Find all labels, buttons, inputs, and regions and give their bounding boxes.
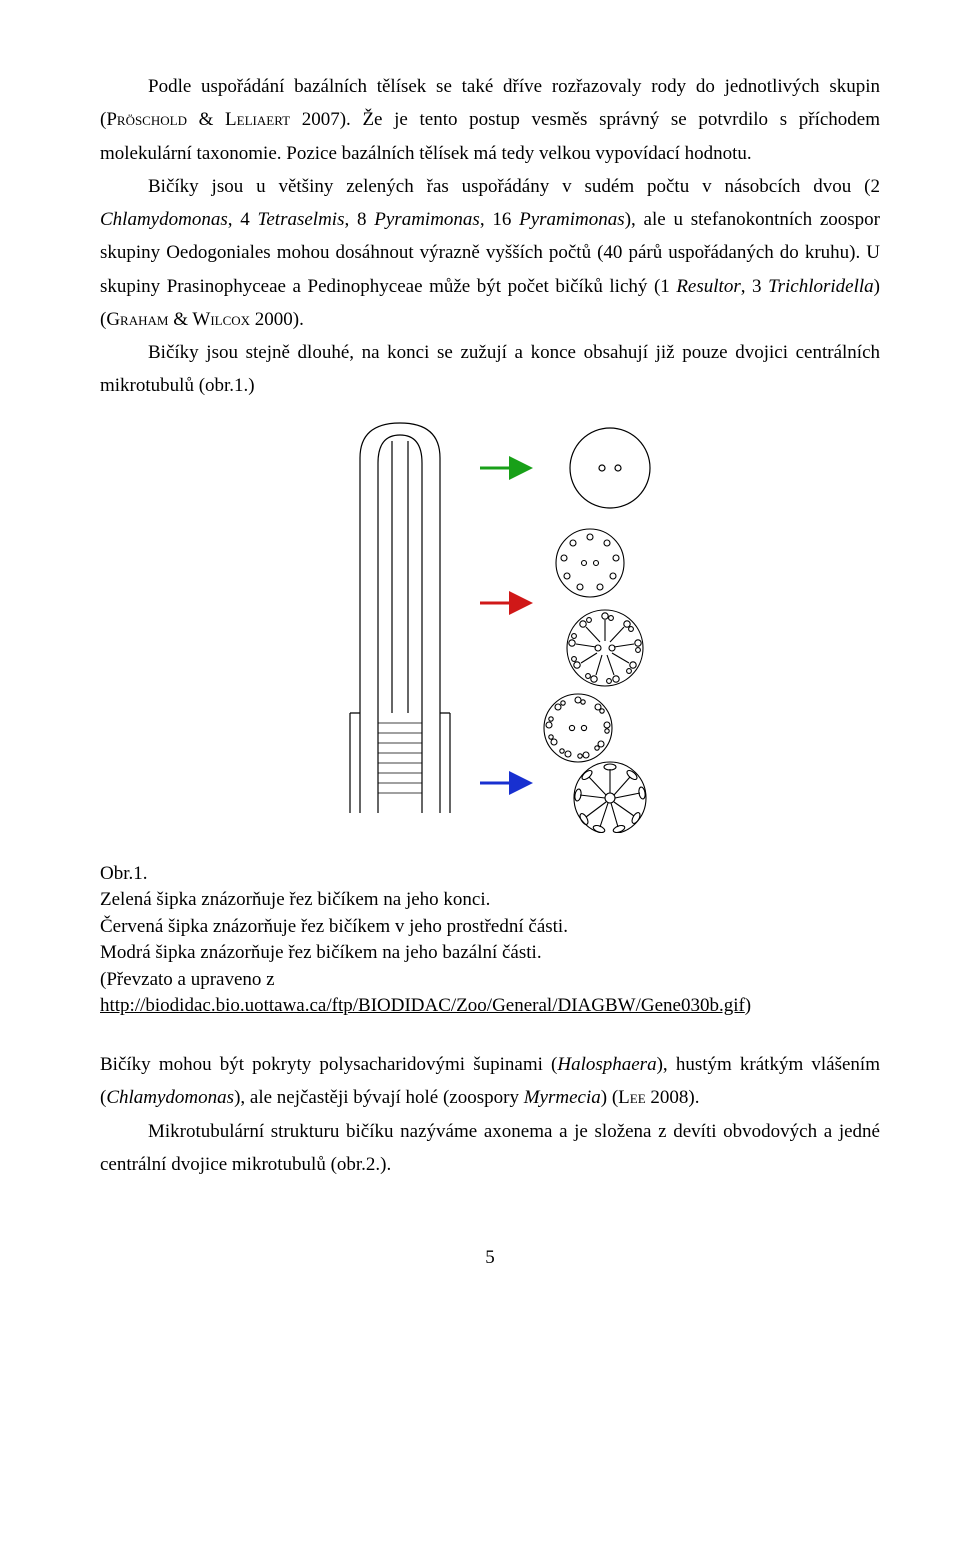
author-ref: Lee [618, 1087, 646, 1108]
cross-section-lower [544, 694, 612, 762]
genus: Resultor [676, 276, 740, 297]
text: Bičíky mohou být pokryty polysacharidový… [100, 1054, 557, 1075]
genus: Chlamydomonas [100, 209, 228, 230]
genus: Trichloridella [768, 276, 874, 297]
cross-section-basal [574, 762, 646, 833]
flagellum-diagram [300, 413, 680, 833]
paragraph-5: Mikrotubulární strukturu bičíku nazýváme… [100, 1115, 880, 1182]
text: Bičíky jsou u většiny zelených řas uspoř… [148, 176, 880, 197]
text: Mikrotubulární strukturu bičíku nazýváme… [100, 1121, 880, 1175]
text: 2008). [646, 1087, 700, 1108]
genus: Tetraselmis [258, 209, 345, 230]
paragraph-4: Bičíky mohou být pokryty polysacharidový… [100, 1048, 880, 1115]
caption-line: Červená šipka znázorňuje řez bičíkem v j… [100, 914, 880, 941]
text: ) [745, 995, 751, 1016]
text: , 3 [741, 276, 768, 297]
caption-line: Modrá šipka znázorňuje řez bičíkem na je… [100, 940, 880, 967]
genus: Halosphaera [557, 1054, 656, 1075]
text: 2000). [250, 309, 304, 330]
cross-section-upper [556, 529, 624, 597]
genus: Chlamydomonas [106, 1087, 234, 1108]
paragraph-1: Podle uspořádání bazálních tělísek se ta… [100, 70, 880, 170]
caption-title: Obr.1. [100, 861, 880, 888]
paragraph-2: Bičíky jsou u většiny zelených řas uspoř… [100, 170, 880, 336]
flagellum-longitudinal [350, 423, 450, 813]
genus: Pyramimonas [374, 209, 480, 230]
author-ref: Pröschold & Leliaert [106, 109, 290, 130]
text: , 4 [228, 209, 258, 230]
caption-line: Zelená šipka znázorňuje řez bičíkem na j… [100, 887, 880, 914]
genus: Pyramimonas [519, 209, 625, 230]
text: ), ale nejčastěji bývají holé (zoospory [234, 1087, 524, 1108]
text: , 8 [344, 209, 374, 230]
caption-line: (Převzato a upraveno z [100, 967, 880, 994]
author-ref: Graham & Wilcox [106, 309, 250, 330]
text: Bičíky jsou stejně dlouhé, na konci se z… [100, 342, 880, 396]
paragraph-3: Bičíky jsou stejně dlouhé, na konci se z… [100, 336, 880, 403]
cross-section-tip [570, 428, 650, 508]
page-number: 5 [100, 1241, 880, 1274]
text: ) ( [601, 1087, 618, 1108]
genus: Myrmecia [524, 1087, 601, 1108]
text: , 16 [480, 209, 519, 230]
source-link[interactable]: http://biodidac.bio.uottawa.ca/ftp/BIODI… [100, 995, 745, 1016]
figure-caption: Obr.1. Zelená šipka znázorňuje řez bičík… [100, 861, 880, 1021]
cross-section-mid [567, 610, 643, 686]
